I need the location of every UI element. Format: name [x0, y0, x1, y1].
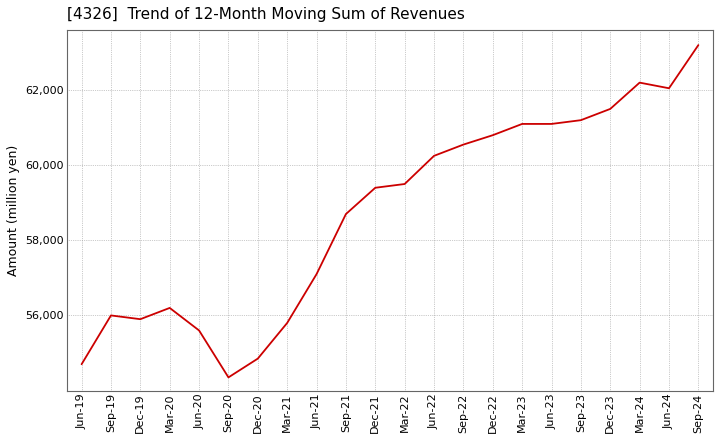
Y-axis label: Amount (million yen): Amount (million yen) [7, 145, 20, 276]
Text: [4326]  Trend of 12-Month Moving Sum of Revenues: [4326] Trend of 12-Month Moving Sum of R… [67, 7, 465, 22]
